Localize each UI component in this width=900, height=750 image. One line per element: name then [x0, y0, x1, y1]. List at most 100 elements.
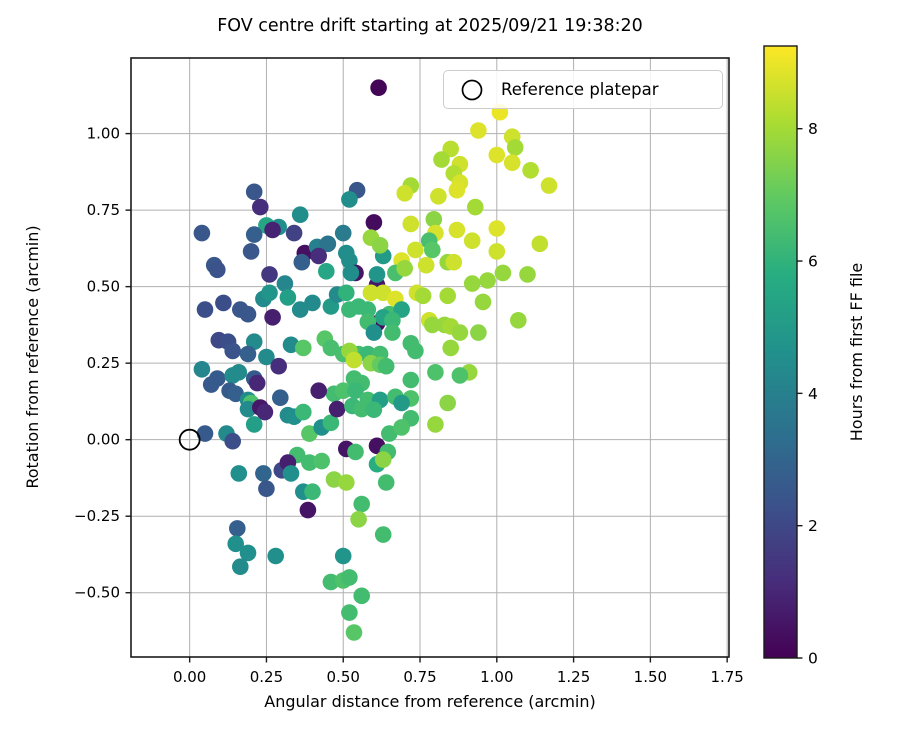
scatter-point: [470, 324, 487, 341]
scatter-point: [470, 122, 487, 139]
scatter-point: [341, 252, 358, 269]
y-tick-label: 0.50: [87, 278, 120, 296]
legend-item-label: Reference platepar: [501, 80, 659, 99]
scatter-point: [304, 483, 321, 501]
scatter-point: [424, 241, 441, 259]
scatter-point: [506, 139, 524, 156]
scatter-point: [362, 284, 380, 302]
scatter-point: [310, 382, 328, 400]
scatter-point: [291, 301, 309, 318]
x-tick-label: 0.00: [173, 668, 206, 686]
scatter-point: [522, 162, 539, 179]
scatter-point: [427, 416, 444, 433]
y-tick-label: −0.50: [74, 584, 120, 602]
scatter-point: [342, 264, 360, 282]
colorbar-gradient: [764, 46, 797, 658]
scatter-point: [334, 224, 352, 242]
scatter-point: [463, 232, 481, 249]
scatter-point: [258, 348, 275, 366]
scatter-point: [304, 294, 321, 312]
scatter-point: [209, 261, 226, 279]
x-tick-label: 1.25: [557, 668, 590, 686]
scatter-point: [365, 324, 383, 341]
scatter-point: [488, 146, 506, 164]
scatter-point: [430, 188, 447, 205]
scatter-point: [540, 177, 558, 194]
scatter-point: [381, 425, 398, 442]
scatter-point: [318, 263, 335, 280]
scatter-point: [229, 520, 246, 537]
scatter-point: [393, 394, 410, 412]
scatter-point: [202, 376, 220, 393]
scatter-point: [261, 284, 278, 302]
scatter-point: [474, 293, 492, 311]
scatter-point: [338, 284, 355, 302]
scatter-point: [295, 403, 312, 421]
scatter-point: [282, 465, 300, 482]
scatter-point: [334, 382, 352, 400]
scatter-point: [510, 312, 527, 329]
scatter-point: [451, 367, 469, 384]
scatter-point: [479, 272, 496, 289]
scatter-point: [370, 79, 387, 96]
scatter-point: [295, 339, 312, 357]
scatter-point: [196, 301, 214, 318]
scatter-point: [227, 385, 244, 403]
page-title: FOV centre drift starting at 2025/09/21 …: [217, 16, 643, 36]
scatter-point: [230, 364, 248, 381]
reference-marker-icon: [461, 79, 483, 100]
scatter-point: [377, 474, 395, 491]
colorbar-tick-label: 8: [808, 120, 818, 138]
scatter-point: [463, 275, 481, 292]
scatter-point: [424, 316, 441, 334]
scatter-point: [224, 342, 241, 360]
scatter-point: [328, 400, 346, 418]
scatter-point: [407, 241, 424, 259]
scatter-point: [230, 465, 248, 482]
colorbar-tick-label: 2: [808, 517, 818, 535]
scatter-point: [267, 547, 285, 565]
scatter-point: [368, 266, 386, 283]
scatter-point: [272, 389, 289, 407]
scatter-point: [531, 235, 549, 253]
scatter-point: [245, 183, 263, 201]
scatter-point: [353, 400, 371, 418]
scatter-point: [224, 432, 241, 450]
scatter-point: [258, 480, 275, 498]
scatter-point: [384, 324, 401, 341]
scatter-point: [433, 151, 450, 168]
scatter-point: [256, 403, 274, 421]
scatter-point: [442, 339, 460, 357]
scatter-point: [467, 198, 484, 216]
x-tick-label: 1.50: [634, 668, 667, 686]
scatter-point: [299, 501, 317, 519]
colorbar-label: Hours from first FF file: [847, 262, 866, 442]
scatter-point: [239, 305, 257, 323]
scatter-point: [285, 224, 303, 242]
scatter-point: [488, 243, 506, 260]
reference-platepar-marker: [178, 428, 201, 451]
x-tick-label: 1.00: [480, 668, 513, 686]
scatter-point: [341, 604, 358, 621]
scatter-point: [264, 309, 281, 326]
y-tick-label: 0.25: [87, 354, 120, 372]
scatter-point: [227, 535, 244, 553]
x-axis-label: Angular distance from reference (arcmin): [264, 692, 596, 711]
scatter-point: [439, 287, 457, 305]
scatter-point: [407, 342, 424, 360]
scatter-point: [322, 414, 340, 432]
scatter-point: [245, 333, 263, 351]
scatter-point: [279, 289, 297, 306]
scatter-point: [451, 324, 469, 341]
scatter-point: [276, 275, 294, 292]
scatter-point: [519, 266, 536, 283]
scatter-point: [427, 364, 444, 381]
scatter-point: [359, 301, 377, 318]
colorbar-border: [763, 45, 798, 659]
scatter-point: [374, 526, 392, 543]
scatter-point: [417, 256, 435, 274]
scatter-point: [232, 558, 249, 575]
scatter-point: [425, 211, 443, 228]
colorbar-tick-label: 6: [808, 253, 818, 271]
